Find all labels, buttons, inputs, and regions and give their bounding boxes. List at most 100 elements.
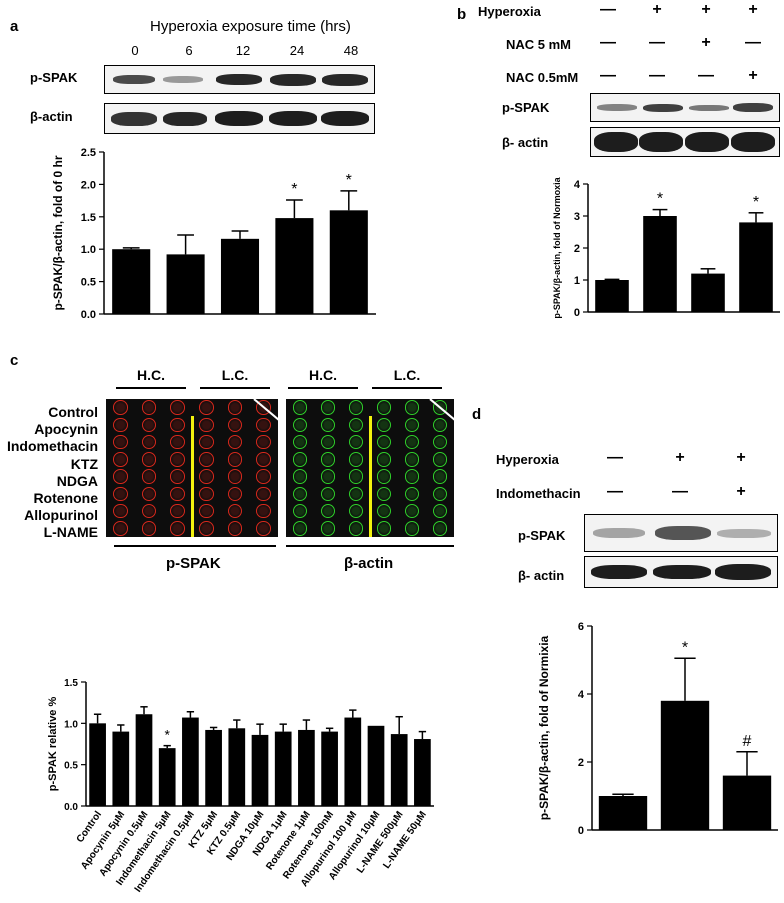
group-header: L.C.	[393, 367, 421, 383]
dot-well	[320, 469, 336, 484]
blot-band	[270, 73, 316, 86]
bar	[205, 729, 222, 806]
treatment-row-label: NAC 0.5mM	[506, 70, 579, 85]
bar	[739, 222, 773, 312]
blot-band	[216, 74, 262, 85]
blot-band	[269, 111, 317, 126]
bar	[722, 775, 772, 830]
dot-well	[227, 434, 243, 450]
y-tick-label: 0.0	[81, 309, 96, 321]
blot-band	[163, 76, 203, 83]
dot-well	[170, 434, 185, 450]
dot-well	[348, 521, 364, 536]
bar-chart-d: 0 2 4 6 * # p-SPAK/β-actin, fold of Normixia	[537, 621, 778, 837]
blot-label-actin-b: β- actin	[502, 135, 549, 150]
bar	[182, 717, 199, 806]
minus-sign: —	[698, 67, 714, 84]
group-header-line	[116, 387, 186, 389]
group-header: H.C.	[309, 367, 337, 383]
y-tick-label: 1.5	[81, 212, 96, 224]
bar	[329, 210, 368, 314]
dot-well	[141, 469, 157, 484]
dot-well	[227, 521, 243, 536]
row-label: Indomethacin	[6, 438, 98, 455]
dot-well	[199, 521, 214, 536]
dot-well	[348, 486, 364, 502]
y-tick-label: 0	[578, 825, 584, 837]
exposure-title: Hyperoxia exposure time (hrs)	[150, 18, 351, 35]
blot-band	[717, 528, 771, 538]
y-tick-label: 0.5	[64, 761, 78, 772]
dot-well	[170, 469, 185, 484]
dot-well	[292, 452, 308, 467]
bar	[598, 796, 648, 830]
dot-well	[170, 503, 185, 519]
dot-well	[256, 434, 271, 450]
dot-well	[227, 452, 243, 467]
dot-well	[432, 452, 448, 467]
bar	[298, 729, 315, 806]
blot-label-pspak: p-SPAK	[30, 70, 78, 85]
dot-well	[256, 469, 271, 484]
bar	[691, 273, 725, 312]
dot-well	[432, 521, 448, 536]
bar	[251, 734, 269, 806]
bar	[158, 748, 176, 806]
minus-sign: —	[745, 34, 761, 51]
plus-sign: +	[736, 449, 746, 466]
dot-well	[256, 486, 271, 502]
significance-marker: *	[291, 181, 297, 198]
blot-band	[215, 111, 263, 126]
dot-well	[113, 486, 128, 502]
y-tick-label: 1.5	[64, 678, 78, 689]
treatment-row-label: NAC 5 mM	[506, 37, 572, 52]
minus-sign: —	[649, 34, 665, 51]
y-axis-label: p-SPAK/β-actin, fold of Normoxia	[552, 176, 562, 318]
bar	[344, 717, 362, 806]
dot-well	[432, 503, 448, 519]
dot-well	[404, 417, 420, 433]
dot-well	[348, 400, 364, 415]
y-tick-label: 0.0	[64, 802, 78, 813]
group-header-line	[288, 387, 358, 389]
blot-band	[594, 132, 638, 152]
dot-well	[227, 400, 243, 415]
y-axis-label: p-SPAK/β-actin, fold of Normixia	[537, 635, 551, 820]
bar	[135, 714, 153, 806]
dot-well	[256, 521, 271, 536]
significance-marker: #	[743, 733, 752, 750]
dot-well	[292, 417, 308, 433]
bar	[89, 723, 106, 806]
blot-band	[653, 565, 711, 579]
lane-divider	[369, 416, 372, 537]
dot-well	[292, 434, 308, 450]
dot-well	[432, 486, 448, 502]
lane-divider	[191, 416, 194, 537]
western-blot-actin-b	[590, 127, 780, 157]
stain-label-actin: β-actin	[344, 555, 394, 572]
dot-well	[320, 417, 336, 433]
blot-band	[685, 132, 729, 152]
actin-dot-blot	[286, 398, 457, 537]
y-tick-label: 2.5	[81, 147, 96, 159]
dot-well	[348, 417, 364, 433]
significance-marker: *	[682, 639, 688, 656]
dot-well	[348, 452, 364, 467]
blot-band	[733, 103, 773, 112]
dot-well	[141, 486, 157, 502]
plus-sign: +	[652, 1, 662, 18]
dot-well	[199, 417, 214, 433]
bar	[275, 218, 314, 314]
dot-well	[256, 452, 271, 467]
group-header-line	[372, 387, 442, 389]
y-tick-label: 1.0	[81, 244, 96, 256]
time-label: 24	[289, 43, 305, 58]
dot-well	[376, 469, 392, 484]
dot-well	[113, 434, 128, 450]
y-axis-label: p-SPAK relative %	[47, 697, 59, 792]
dot-well	[376, 417, 392, 433]
bar	[367, 725, 385, 806]
western-blot-pspak-b	[590, 93, 780, 122]
blot-label-actin-d: β- actin	[518, 568, 565, 583]
dot-well	[227, 486, 243, 502]
